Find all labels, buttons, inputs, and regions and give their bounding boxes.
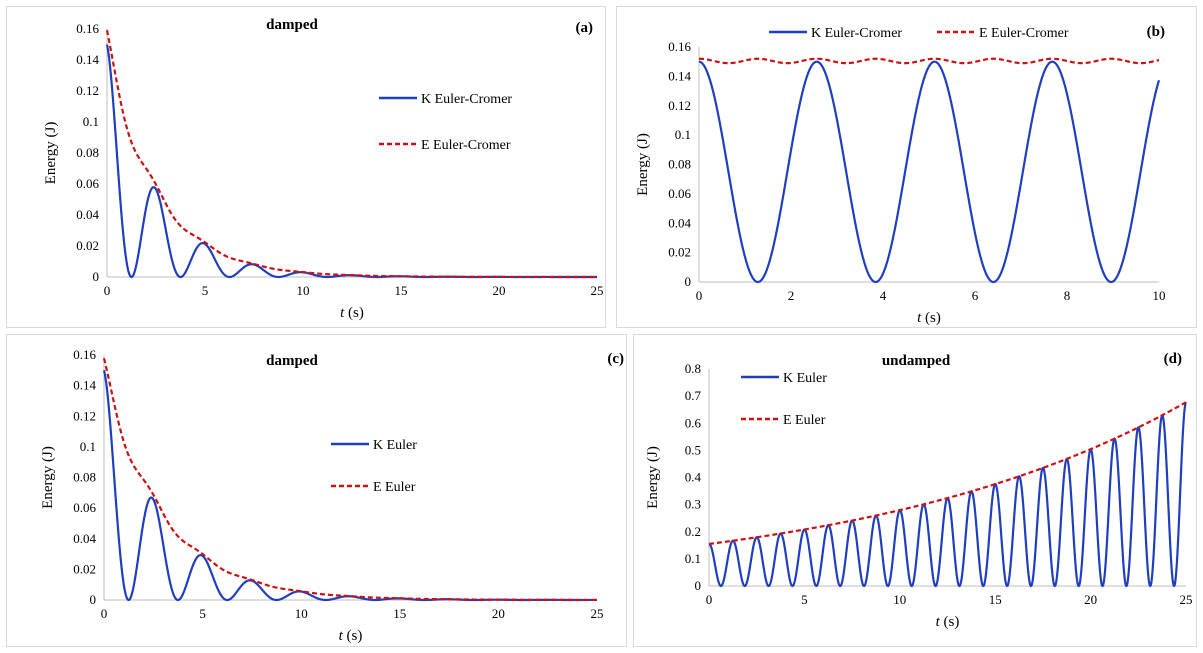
series-line-E bbox=[698, 57, 1160, 65]
x-tick-label: 8 bbox=[1064, 288, 1071, 303]
y-tick-label: 0.08 bbox=[73, 470, 96, 485]
panel-label: (b) bbox=[1147, 24, 1165, 40]
x-axis-label: t (s) bbox=[917, 310, 941, 326]
y-tick-label: 0.14 bbox=[76, 52, 99, 67]
series-line-K bbox=[708, 401, 1187, 588]
y-tick-label: 0.12 bbox=[73, 408, 96, 423]
y-tick-label: 0.6 bbox=[685, 415, 702, 430]
x-axis-label: t (s) bbox=[936, 614, 960, 630]
y-tick-label: 0.2 bbox=[685, 524, 701, 539]
y-tick-label: 0.04 bbox=[668, 215, 691, 230]
x-tick-label: 2 bbox=[788, 288, 795, 303]
chart-a-svg: 0 0.02 0.04 0.06 0.08 0.1 0.12 0.14 0.16 0 5 10 15 20… bbox=[43, 17, 604, 321]
y-tick-label: 0 bbox=[90, 592, 97, 607]
chart-title: undamped bbox=[882, 353, 951, 369]
chart-title: damped bbox=[266, 17, 318, 33]
y-tick-label: 0.02 bbox=[73, 561, 96, 576]
y-tick-label: 0.1 bbox=[685, 551, 701, 566]
y-tick-label: 0.02 bbox=[668, 245, 691, 260]
y-tick-label: 0.4 bbox=[685, 470, 702, 485]
y-axis-label: Energy (J) bbox=[635, 133, 651, 196]
legend-entry: K Euler-Cromer bbox=[811, 26, 902, 41]
y-tick-label: 0.16 bbox=[668, 39, 691, 54]
x-tick-label: 4 bbox=[880, 288, 887, 303]
legend-entry: K Euler-Cromer bbox=[421, 92, 512, 107]
y-tick-label: 0.1 bbox=[80, 439, 96, 454]
chart-panel-d: 0 0.1 0.2 0.3 0.4 0.5 0.6 0.7 0.8 0 5 10 15 20 25 t (s)… bbox=[633, 334, 1197, 647]
series-line-K bbox=[698, 60, 1161, 284]
x-tick-label: 25 bbox=[591, 606, 604, 621]
y-tick-label: 0.1 bbox=[83, 114, 99, 129]
y-tick-label: 0.1 bbox=[675, 127, 691, 142]
x-tick-label: 15 bbox=[393, 606, 406, 621]
legend-entry: E Euler-Cromer bbox=[421, 138, 511, 153]
x-tick-label: 0 bbox=[104, 283, 111, 298]
legend-entry: E Euler bbox=[783, 413, 826, 428]
x-tick-label: 15 bbox=[395, 283, 408, 298]
x-axis-label: t (s) bbox=[340, 305, 364, 321]
chart-d-svg: 0 0.1 0.2 0.3 0.4 0.5 0.6 0.7 0.8 0 5 10 15 20 25 t (s)… bbox=[645, 351, 1193, 630]
y-tick-label: 0.12 bbox=[76, 83, 99, 98]
x-tick-label: 0 bbox=[101, 606, 108, 621]
series-line-E bbox=[102, 357, 598, 602]
x-tick-label: 5 bbox=[801, 592, 808, 607]
legend-entry: E Euler bbox=[373, 480, 416, 495]
x-tick-label: 20 bbox=[492, 606, 505, 621]
x-tick-label: 15 bbox=[989, 592, 1002, 607]
legend-entry: E Euler-Cromer bbox=[979, 26, 1069, 41]
y-tick-label: 0.14 bbox=[668, 68, 691, 83]
y-axis-label: Energy (J) bbox=[645, 446, 661, 509]
series-line-E bbox=[708, 401, 1187, 546]
panel-label: (a) bbox=[576, 20, 594, 36]
panel-label: (c) bbox=[607, 351, 624, 367]
y-tick-label: 0.04 bbox=[73, 531, 96, 546]
y-tick-label: 0.3 bbox=[685, 497, 701, 512]
legend-entry: K Euler bbox=[373, 438, 417, 453]
panel-label: (d) bbox=[1164, 351, 1182, 367]
series-line-K bbox=[105, 44, 598, 279]
x-tick-label: 5 bbox=[199, 606, 206, 621]
chart-title: damped bbox=[266, 353, 318, 369]
y-tick-label: 0.02 bbox=[76, 238, 99, 253]
x-tick-label: 25 bbox=[591, 283, 604, 298]
y-tick-label: 0.08 bbox=[668, 157, 691, 172]
y-tick-label: 0.08 bbox=[76, 145, 99, 160]
x-tick-label: 10 bbox=[297, 283, 310, 298]
chart-panel-c: 0 0.02 0.04 0.06 0.08 0.1 0.12 0.14 0.16 0 5 10 15 20… bbox=[6, 334, 627, 647]
y-tick-label: 0.04 bbox=[76, 207, 99, 222]
legend-entry: K Euler bbox=[783, 371, 827, 386]
y-tick-label: 0 bbox=[695, 578, 702, 593]
y-tick-label: 0.12 bbox=[668, 98, 691, 113]
x-tick-label: 10 bbox=[893, 592, 906, 607]
chart-panel-a: 0 0.02 0.04 0.06 0.08 0.1 0.12 0.14 0.16 0 5 10 15 20… bbox=[6, 6, 606, 328]
y-axis-label: Energy (J) bbox=[43, 122, 59, 185]
y-tick-label: 0 bbox=[685, 274, 692, 289]
y-tick-label: 0.06 bbox=[668, 186, 691, 201]
x-tick-label: 5 bbox=[202, 283, 209, 298]
y-tick-label: 0.8 bbox=[685, 361, 701, 376]
y-tick-label: 0.14 bbox=[73, 378, 96, 393]
y-tick-label: 0.16 bbox=[73, 347, 96, 362]
x-tick-label: 20 bbox=[1084, 592, 1097, 607]
y-axis-label: Energy (J) bbox=[40, 446, 56, 509]
x-tick-label: 10 bbox=[295, 606, 308, 621]
series-line-E bbox=[105, 30, 598, 279]
chart-panel-b: 0 0.02 0.04 0.06 0.08 0.1 0.12 0.14 0.16 0 2 4 6 8 10 t… bbox=[616, 6, 1197, 328]
y-tick-label: 0.16 bbox=[76, 21, 99, 36]
chart-b-svg: 0 0.02 0.04 0.06 0.08 0.1 0.12 0.14 0.16 0 2 4 6 8 10 t… bbox=[635, 24, 1166, 326]
x-axis-label: t (s) bbox=[339, 628, 363, 644]
y-tick-label: 0.7 bbox=[685, 388, 702, 403]
x-tick-label: 10 bbox=[1153, 288, 1166, 303]
x-tick-label: 20 bbox=[493, 283, 506, 298]
y-tick-label: 0.06 bbox=[73, 500, 96, 515]
y-tick-label: 0 bbox=[93, 269, 100, 284]
x-tick-label: 0 bbox=[706, 592, 713, 607]
chart-c-svg: 0 0.02 0.04 0.06 0.08 0.1 0.12 0.14 0.16 0 5 10 15 20… bbox=[40, 347, 624, 644]
y-tick-label: 0.5 bbox=[685, 442, 701, 457]
x-tick-label: 0 bbox=[696, 288, 703, 303]
x-tick-label: 6 bbox=[972, 288, 979, 303]
x-tick-label: 25 bbox=[1180, 592, 1193, 607]
y-tick-label: 0.06 bbox=[76, 176, 99, 191]
